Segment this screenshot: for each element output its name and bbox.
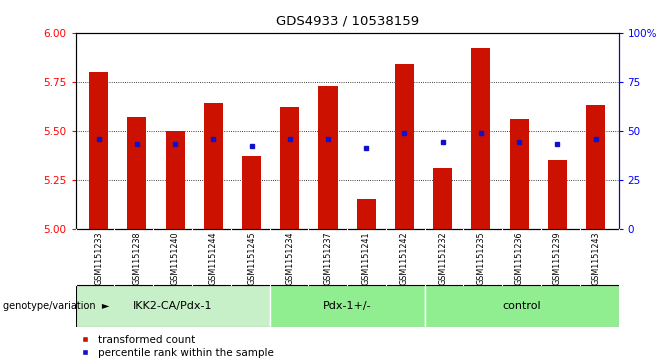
Legend: transformed count, percentile rank within the sample: transformed count, percentile rank withi…	[81, 335, 274, 358]
Bar	[357, 199, 376, 229]
Text: GDS4933 / 10538159: GDS4933 / 10538159	[276, 15, 418, 28]
Bar	[509, 119, 528, 229]
Text: GSM1151233: GSM1151233	[94, 232, 103, 285]
Text: GSM1151240: GSM1151240	[170, 232, 180, 285]
Bar	[433, 168, 452, 229]
Text: GSM1151242: GSM1151242	[400, 232, 409, 285]
Bar	[270, 285, 424, 327]
Bar	[166, 131, 185, 229]
Text: GSM1151245: GSM1151245	[247, 232, 256, 285]
Bar	[548, 160, 567, 229]
Bar	[89, 72, 108, 229]
Bar	[76, 285, 270, 327]
Bar	[424, 285, 619, 327]
Text: GSM1151237: GSM1151237	[324, 232, 332, 285]
Text: GSM1151232: GSM1151232	[438, 232, 447, 285]
Text: GSM1151244: GSM1151244	[209, 232, 218, 285]
Text: Pdx-1+/-: Pdx-1+/-	[323, 301, 371, 311]
Text: control: control	[502, 301, 541, 311]
Text: GSM1151236: GSM1151236	[515, 232, 524, 285]
Bar	[204, 103, 223, 229]
Bar	[318, 86, 338, 229]
Bar	[127, 117, 146, 229]
Text: GSM1151241: GSM1151241	[362, 232, 370, 285]
Text: GSM1151234: GSM1151234	[286, 232, 294, 285]
Text: GSM1151235: GSM1151235	[476, 232, 486, 285]
Text: GSM1151238: GSM1151238	[132, 232, 141, 285]
Bar	[242, 156, 261, 229]
Text: GSM1151239: GSM1151239	[553, 232, 562, 285]
Bar	[586, 105, 605, 229]
Text: GSM1151243: GSM1151243	[591, 232, 600, 285]
Bar	[471, 48, 490, 229]
Bar	[395, 64, 414, 229]
Text: IKK2-CA/Pdx-1: IKK2-CA/Pdx-1	[133, 301, 213, 311]
Text: genotype/variation  ►: genotype/variation ►	[3, 301, 110, 311]
Bar	[280, 107, 299, 229]
